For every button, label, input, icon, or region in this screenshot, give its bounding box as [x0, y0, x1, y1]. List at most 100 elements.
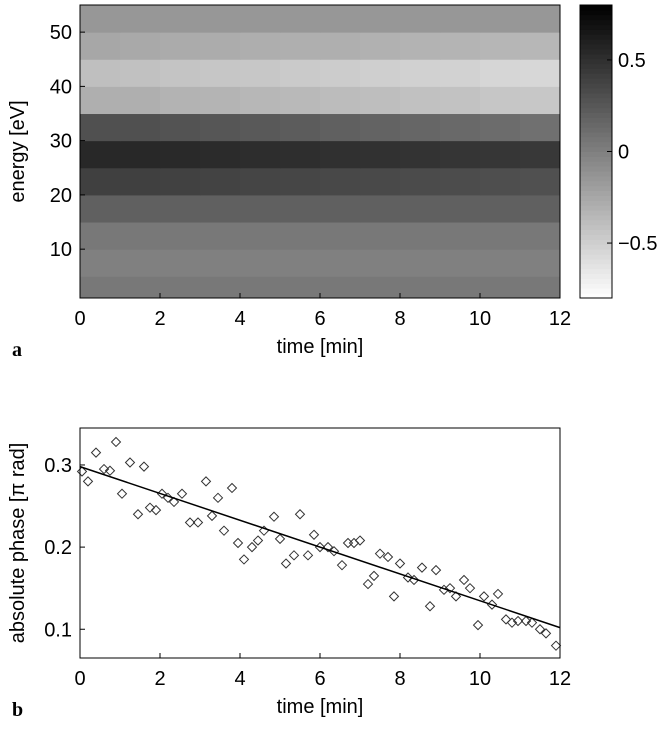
heat-cell: [440, 32, 481, 60]
heat-cell: [120, 276, 161, 299]
heat-cell: [80, 86, 121, 115]
heat-cell: [120, 5, 161, 33]
y-axis-label: energy [eV]: [7, 100, 29, 202]
diamond-marker: [430, 564, 442, 576]
heat-cell: [240, 5, 281, 33]
colorbar-step: [580, 44, 612, 50]
colorbar-step: [580, 5, 612, 11]
colorbar-step: [580, 195, 612, 201]
colorbar-step: [580, 293, 612, 299]
colorbar-step: [580, 219, 612, 226]
heat-cell: [280, 222, 321, 250]
heat-cell: [520, 249, 561, 277]
heat-cell: [440, 5, 481, 33]
heat-cell: [480, 249, 521, 277]
colorbar-step: [580, 14, 612, 21]
heat-cell: [120, 249, 161, 277]
heat-cell: [320, 276, 361, 299]
y-tick-label: 0.1: [44, 619, 72, 641]
heat-cell: [360, 32, 401, 60]
colorbar-step: [580, 224, 612, 231]
heat-cell: [240, 59, 281, 87]
heat-cell: [80, 167, 121, 196]
heat-cell: [400, 194, 441, 223]
diamond-marker: [374, 548, 386, 559]
heat-cell: [240, 249, 281, 277]
heat-cell: [80, 59, 121, 87]
y-tick-label: 10: [50, 239, 72, 261]
heat-cell: [440, 194, 481, 223]
colorbar-step: [580, 141, 612, 148]
diamond-marker: [212, 492, 224, 504]
y-tick-label: 0.2: [44, 537, 72, 559]
heat-cell: [520, 113, 561, 142]
heat-cell: [120, 86, 161, 115]
heat-cell: [160, 249, 201, 277]
heat-cell: [200, 140, 241, 169]
heat-cell: [120, 59, 161, 87]
diamond-marker: [90, 447, 102, 458]
heat-cell: [400, 222, 441, 250]
heat-cell: [400, 32, 441, 60]
heat-cell: [400, 276, 441, 299]
heat-cell: [320, 5, 361, 33]
colorbar-step: [580, 112, 612, 118]
diamond-marker: [184, 517, 196, 528]
diamond-marker: [408, 574, 420, 586]
colorbar-step: [580, 136, 612, 143]
colorbar-step: [580, 205, 612, 211]
colorbar-step: [580, 263, 612, 270]
colorbar-step: [580, 9, 612, 16]
colorbar-step: [580, 53, 612, 60]
heat-cell: [360, 276, 401, 299]
colorbar-step: [580, 229, 612, 236]
diamond-marker: [200, 476, 212, 487]
heat-cell: [360, 5, 401, 33]
diamond-marker: [464, 582, 476, 594]
diamond-marker: [218, 525, 230, 536]
heat-cell: [320, 140, 361, 169]
y-tick-label: 0.3: [44, 455, 72, 477]
heat-cell: [320, 86, 361, 115]
x-tick-label: 8: [394, 668, 405, 690]
colorbar-step: [580, 210, 612, 216]
x-tick-label: 12: [549, 668, 571, 690]
heat-cell: [200, 167, 241, 196]
heat-cell: [80, 222, 121, 250]
diamond-marker: [308, 529, 320, 540]
heat-cell: [520, 194, 561, 223]
colorbar-step: [580, 283, 612, 289]
diamond-marker: [302, 550, 314, 561]
colorbar-step: [580, 185, 612, 192]
colorbar-step: [580, 278, 612, 284]
colorbar-step: [580, 88, 612, 94]
fit-line: [79, 465, 561, 629]
colorbar-step: [580, 244, 612, 250]
colorbar-step: [580, 102, 612, 109]
heat-cell: [120, 140, 161, 169]
heat-cell: [400, 5, 441, 33]
diamond-marker: [472, 619, 484, 631]
colorbar-step: [580, 161, 612, 167]
diamond-marker: [342, 537, 354, 549]
x-tick-label: 6: [314, 668, 325, 690]
diamond-marker: [512, 615, 524, 627]
heat-cell: [440, 276, 481, 299]
x-tick-label: 4: [234, 308, 245, 330]
diamond-marker: [354, 535, 366, 546]
diamond-marker: [232, 537, 244, 549]
heat-cell: [520, 32, 561, 60]
x-tick-label: 6: [314, 308, 325, 330]
colorbar-tick-label: 0.5: [618, 50, 646, 72]
heat-cell: [320, 113, 361, 142]
y-axis-label: absolute phase [π rad]: [7, 443, 29, 644]
diamond-marker: [424, 601, 436, 612]
heat-cell: [520, 222, 561, 250]
heat-cell: [440, 249, 481, 277]
heat-cell: [520, 86, 561, 115]
diamond-marker: [246, 541, 258, 553]
heat-cell: [480, 222, 521, 250]
heat-cell: [120, 167, 161, 196]
